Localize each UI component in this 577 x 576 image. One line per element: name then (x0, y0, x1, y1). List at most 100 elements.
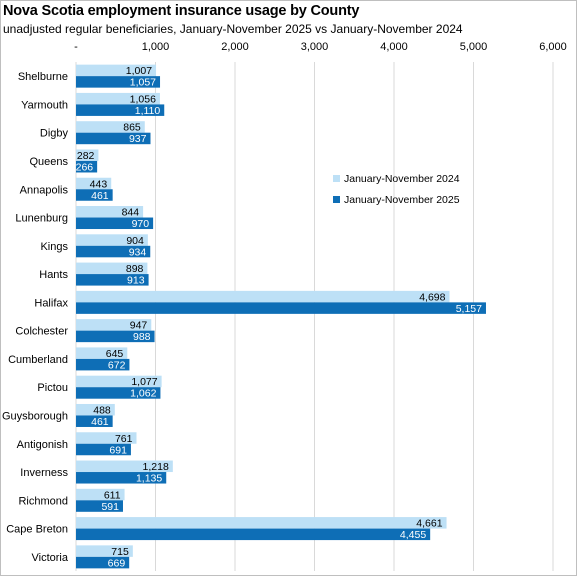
data-label: 1,057 (130, 77, 156, 89)
category-label: Halifax (34, 297, 68, 309)
bar-2025 (76, 330, 155, 343)
data-label: 1,007 (126, 65, 152, 77)
data-label: 282 (77, 150, 95, 162)
data-label: 1,077 (131, 376, 157, 388)
data-label: 761 (115, 433, 133, 445)
data-label: 669 (108, 557, 126, 569)
x-tick-label: - (74, 41, 78, 53)
data-label: 672 (108, 359, 126, 371)
bar-2025 (76, 358, 130, 371)
data-label: 443 (90, 178, 108, 190)
data-label: 970 (132, 218, 150, 230)
data-label: 591 (101, 501, 119, 513)
data-label: 865 (123, 122, 141, 134)
category-label: Cumberland (8, 354, 68, 366)
bar-2024 (76, 262, 148, 275)
bar-2024 (76, 206, 144, 218)
data-label: 691 (109, 444, 127, 456)
bar-2024 (76, 177, 112, 190)
bar-2025 (76, 528, 431, 541)
x-tick-label: 6,000 (539, 41, 567, 53)
bar-2024 (76, 375, 162, 388)
category-label: Queens (29, 156, 68, 168)
bar-2024 (76, 545, 133, 557)
bar-2025 (76, 443, 131, 456)
bar-2024 (76, 234, 148, 246)
bar-2025 (76, 217, 154, 230)
category-label: Victoria (32, 552, 69, 564)
category-label: Hants (39, 269, 68, 281)
bar-2025 (76, 160, 98, 173)
data-label: 488 (93, 404, 111, 416)
bar-2024 (76, 290, 450, 303)
bar-2024 (76, 347, 128, 359)
bar-2025 (76, 472, 167, 484)
bar-2025 (76, 76, 161, 88)
bar-2025 (76, 556, 130, 569)
data-label: 715 (111, 546, 129, 558)
bar-2025 (76, 104, 165, 116)
category-label: Colchester (15, 326, 68, 338)
category-label: Richmond (18, 495, 68, 507)
x-tick-label: 3,000 (301, 41, 329, 53)
bar-2024 (76, 121, 145, 133)
bar-2025 (76, 500, 123, 512)
bar-2025 (76, 132, 151, 145)
bar-2024 (76, 460, 173, 473)
data-label: 898 (126, 263, 144, 275)
legend-swatch (333, 175, 340, 182)
data-label: 1,056 (130, 93, 156, 105)
category-label: Pictou (37, 382, 68, 394)
bar-2025 (76, 302, 486, 314)
data-label: 1,062 (130, 388, 156, 400)
legend-swatch (333, 196, 340, 203)
bar-2025 (76, 245, 151, 258)
bar-2024 (76, 319, 152, 331)
data-label: 645 (106, 348, 124, 360)
category-label: Guysborough (2, 410, 68, 422)
bar-2025 (76, 189, 113, 201)
x-tick-label: 5,000 (460, 41, 488, 53)
data-label: 913 (127, 275, 145, 287)
bar-2024 (76, 517, 447, 529)
data-label: 461 (91, 190, 109, 202)
bar-2024 (76, 64, 157, 77)
bar-2024 (76, 432, 137, 444)
category-label: Kings (40, 241, 68, 253)
category-label: Antigonish (17, 439, 68, 451)
bar-2025 (76, 387, 161, 399)
data-label: 1,218 (143, 461, 169, 473)
x-tick-label: 2,000 (221, 41, 249, 53)
category-label: Lunenburg (15, 213, 68, 225)
x-tick-label: 1,000 (142, 41, 170, 53)
category-label: Digby (40, 128, 69, 140)
category-label: Cape Breton (6, 524, 68, 536)
bar-2024 (76, 403, 115, 416)
data-label: 266 (76, 161, 94, 173)
data-label: 947 (130, 320, 148, 332)
chart-title: Nova Scotia employment insurance usage b… (3, 3, 360, 19)
chart-subtitle: unadjusted regular beneficiaries, Januar… (3, 22, 463, 36)
bar-2024 (76, 488, 125, 501)
category-label: Shelburne (18, 71, 68, 83)
data-label: 1,110 (135, 105, 161, 117)
data-label: 934 (129, 246, 147, 258)
data-label: 4,455 (400, 529, 426, 541)
data-label: 611 (104, 489, 121, 501)
bar-2024 (76, 92, 160, 105)
data-label: 4,661 (416, 518, 442, 530)
category-label: Yarmouth (21, 99, 68, 111)
legend-label: January-November 2025 (344, 194, 460, 206)
data-label: 904 (126, 235, 144, 247)
data-label: 988 (133, 331, 151, 343)
data-label: 4,698 (419, 291, 445, 303)
bar-2025 (76, 274, 149, 286)
bar-2024 (76, 149, 99, 161)
data-label: 1,135 (136, 473, 162, 485)
bar-2025 (76, 415, 113, 427)
data-label: 844 (122, 207, 140, 219)
data-label: 5,157 (456, 303, 482, 315)
category-label: Annapolis (20, 184, 69, 196)
data-label: 937 (129, 133, 147, 145)
